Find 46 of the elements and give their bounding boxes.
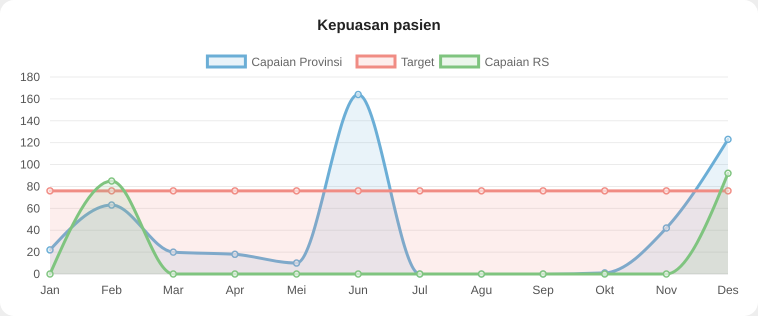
point: [231, 270, 239, 278]
point: [108, 177, 116, 185]
y-tick-label: 80: [26, 179, 40, 194]
point: [354, 187, 362, 195]
point: [354, 90, 362, 98]
point: [724, 136, 732, 144]
x-tick-label: Des: [717, 283, 739, 297]
x-tick-label: Okt: [595, 283, 615, 297]
point: [46, 270, 54, 278]
point: [478, 187, 486, 195]
x-tick-label: Mar: [162, 283, 184, 297]
legend-label: Capaian RS: [484, 55, 550, 69]
point: [231, 187, 239, 195]
y-tick-label: 0: [33, 267, 40, 281]
y-tick-label: 60: [26, 201, 40, 216]
y-tick-label: 140: [20, 114, 40, 128]
point: [416, 187, 424, 195]
point: [539, 187, 547, 195]
point: [292, 187, 300, 195]
x-tick-label: Nov: [656, 283, 678, 297]
point: [354, 270, 362, 278]
x-tick-label: Jan: [40, 283, 60, 297]
point: [46, 187, 54, 195]
x-tick-label: Jul: [412, 283, 428, 297]
y-tick-label: 160: [20, 92, 40, 106]
legend-label: Capaian Provinsi: [251, 55, 342, 69]
y-tick-label: 20: [26, 245, 40, 260]
y-tick-label: 180: [20, 70, 40, 84]
point: [662, 187, 670, 195]
y-tick-label: 120: [20, 136, 40, 150]
x-tick-label: Feb: [101, 283, 122, 297]
point: [292, 270, 300, 278]
x-tick-label: Sep: [532, 283, 554, 297]
x-tick-label: Agu: [470, 283, 492, 297]
x-tick-label: Mei: [286, 283, 306, 297]
point: [170, 270, 178, 278]
point: [600, 187, 608, 195]
point: [170, 187, 178, 195]
legend-label: Target: [401, 55, 436, 69]
point: [662, 270, 670, 278]
y-tick-label: 100: [20, 158, 40, 172]
y-tick-label: 40: [26, 223, 40, 238]
x-tick-label: Jun: [348, 283, 368, 297]
chart-title: Kepuasan pasien: [317, 17, 441, 34]
point: [724, 170, 732, 178]
x-tick-label: Apr: [226, 283, 244, 297]
